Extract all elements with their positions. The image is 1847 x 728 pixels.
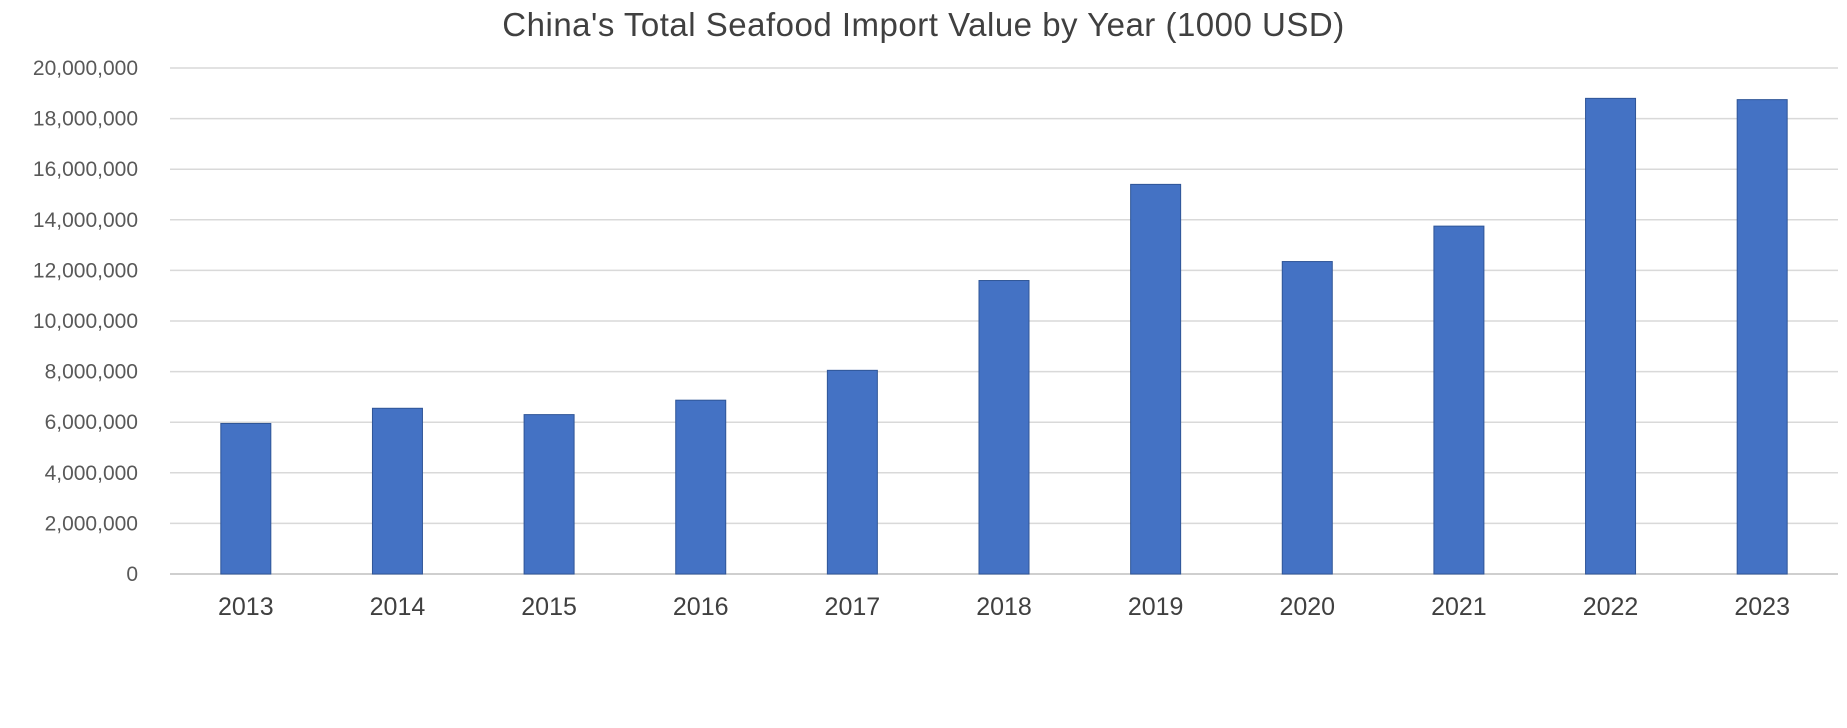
y-tick-label: 6,000,000: [45, 411, 138, 434]
x-tick-label-2020: 2020: [1279, 593, 1335, 621]
x-axis-tick-labels: 2013 2014 2015 2016 2017 2018 2019 2020 2021 2022…: [218, 593, 1790, 621]
y-tick-label: 4,000,000: [45, 462, 138, 485]
bar-2018: [978, 280, 1030, 575]
bar-2019: [1130, 183, 1182, 575]
x-tick-label-2022: 2022: [1583, 593, 1639, 621]
y-tick-label: 14,000,000: [33, 209, 138, 232]
y-tick-label: 18,000,000: [33, 108, 138, 131]
bar-2021: [1433, 225, 1485, 575]
x-tick-label-2018: 2018: [976, 593, 1032, 621]
x-tick-label-2023: 2023: [1734, 593, 1790, 621]
bar-2020: [1281, 261, 1333, 575]
bar-2017: [826, 369, 878, 575]
x-tick-label-2013: 2013: [218, 593, 274, 621]
bar-2022: [1585, 97, 1637, 575]
y-tick-label: 2,000,000: [45, 512, 138, 535]
x-tick-label-2021: 2021: [1431, 593, 1487, 621]
x-tick-label-2019: 2019: [1128, 593, 1184, 621]
y-tick-label: 10,000,000: [33, 310, 138, 333]
y-tick-label: 16,000,000: [33, 158, 138, 181]
x-tick-label-2014: 2014: [370, 593, 426, 621]
bar-2023: [1736, 99, 1788, 575]
bars: [220, 97, 1788, 575]
x-tick-label-2017: 2017: [825, 593, 881, 621]
bar-2014: [371, 407, 423, 575]
chart-title: China's Total Seafood Import Value by Ye…: [502, 6, 1345, 43]
x-tick-label-2015: 2015: [521, 593, 577, 621]
bar-2016: [675, 399, 727, 575]
y-axis-tick-labels: 0 2,000,000 4,000,000 6,000,000 8,000,000 10,…: [33, 57, 138, 586]
y-tick-label: 8,000,000: [45, 361, 138, 384]
y-tick-label: 12,000,000: [33, 259, 138, 282]
bar-2013: [220, 422, 272, 575]
y-tick-label: 0: [126, 563, 138, 586]
x-tick-label-2016: 2016: [673, 593, 729, 621]
bar-2015: [523, 414, 575, 575]
y-tick-label: 20,000,000: [33, 57, 138, 80]
